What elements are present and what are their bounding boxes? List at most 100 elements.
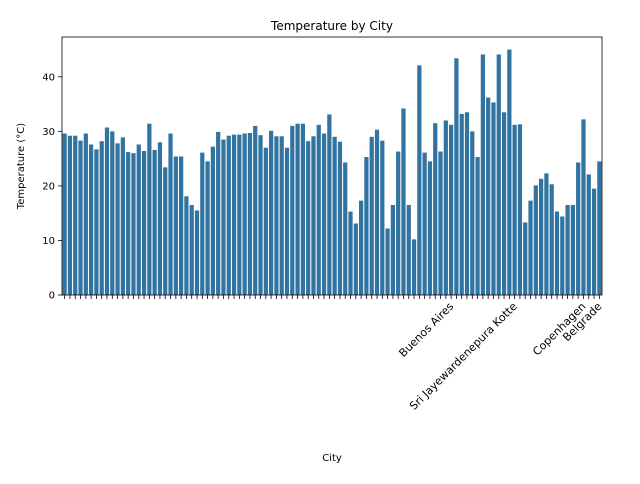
- bar: [369, 136, 374, 295]
- bar: [433, 123, 438, 295]
- bar: [438, 151, 443, 295]
- y-tick-label: 30: [42, 127, 55, 138]
- bar: [321, 133, 327, 295]
- bar: [396, 151, 401, 295]
- bar: [517, 124, 523, 295]
- bar: [205, 161, 210, 295]
- bar: [210, 146, 215, 295]
- bar: [470, 131, 475, 295]
- bar: [115, 143, 120, 295]
- y-tick-label: 0: [49, 291, 55, 302]
- bar: [242, 133, 247, 295]
- bar: [300, 123, 305, 296]
- bar: [284, 147, 290, 295]
- plot-frame: [61, 36, 603, 296]
- bar: [486, 97, 491, 295]
- bar: [507, 49, 512, 295]
- bar: [73, 135, 78, 295]
- bar: [104, 127, 110, 295]
- bar: [385, 228, 390, 295]
- bar: [231, 134, 237, 295]
- bar: [163, 167, 168, 295]
- bar: [480, 54, 485, 295]
- bar: [364, 157, 369, 295]
- bar: [528, 200, 533, 295]
- bar: [411, 239, 417, 295]
- bar: [237, 134, 242, 295]
- bar: [274, 136, 279, 295]
- bar: [110, 131, 115, 295]
- bar: [353, 223, 358, 295]
- bar: [523, 222, 528, 295]
- bar: [496, 54, 501, 295]
- bar: [576, 162, 581, 295]
- bar: [258, 135, 263, 295]
- x-tick-label: Sri Jayewardenepura Kotte: [407, 300, 520, 413]
- bar: [189, 205, 194, 295]
- bar: [67, 135, 73, 295]
- bar: [306, 141, 311, 295]
- bar: [78, 140, 83, 295]
- bar: [221, 139, 226, 295]
- bar: [401, 108, 406, 295]
- bar: [152, 149, 157, 295]
- x-tick-label: Buenos Aires: [396, 300, 456, 360]
- bar: [565, 205, 570, 295]
- bar: [168, 133, 173, 295]
- bar: [173, 156, 178, 295]
- bar: [263, 147, 268, 295]
- bar: [157, 142, 163, 295]
- bar: [464, 112, 470, 295]
- bar: [179, 156, 184, 295]
- bar: [348, 211, 353, 295]
- bar: [591, 188, 597, 295]
- bar: [337, 141, 343, 295]
- bar: [247, 133, 253, 295]
- bar: [253, 125, 258, 295]
- bar: [570, 205, 575, 295]
- bar: [94, 149, 99, 295]
- bar: [586, 174, 591, 295]
- bar: [554, 211, 560, 295]
- bar: [544, 173, 549, 295]
- bar: [269, 130, 274, 295]
- bar: [449, 124, 454, 296]
- bar: [62, 133, 67, 295]
- bar: [491, 102, 496, 295]
- bar: [581, 119, 586, 295]
- bar: [390, 205, 395, 295]
- y-tick-label: 40: [42, 72, 55, 83]
- bar: [141, 151, 147, 295]
- bar: [406, 205, 411, 295]
- bar: [427, 161, 433, 295]
- bar: [126, 152, 131, 295]
- bar: [422, 152, 427, 295]
- bar: [533, 185, 538, 295]
- bar: [83, 133, 88, 295]
- bar: [512, 124, 517, 296]
- bar: [226, 135, 231, 295]
- bar: [279, 136, 284, 295]
- bar: [327, 114, 332, 295]
- bar: [120, 137, 125, 295]
- x-axis-label: City: [322, 453, 342, 464]
- bar: [539, 178, 544, 295]
- bar: [147, 123, 152, 296]
- bar: [99, 141, 104, 295]
- bar: [216, 131, 221, 295]
- bar: [194, 210, 200, 295]
- bar: [184, 196, 189, 295]
- chart-title: Temperature by City: [270, 19, 393, 33]
- bar: [597, 161, 602, 295]
- bar: [290, 125, 295, 295]
- bar: [131, 153, 136, 295]
- bar: [501, 112, 507, 295]
- bar: [316, 124, 321, 296]
- bar: [380, 140, 385, 295]
- bar: [343, 162, 348, 295]
- bar: [359, 200, 364, 295]
- bar: [417, 65, 422, 295]
- bar: [200, 152, 205, 295]
- bar: [549, 184, 554, 295]
